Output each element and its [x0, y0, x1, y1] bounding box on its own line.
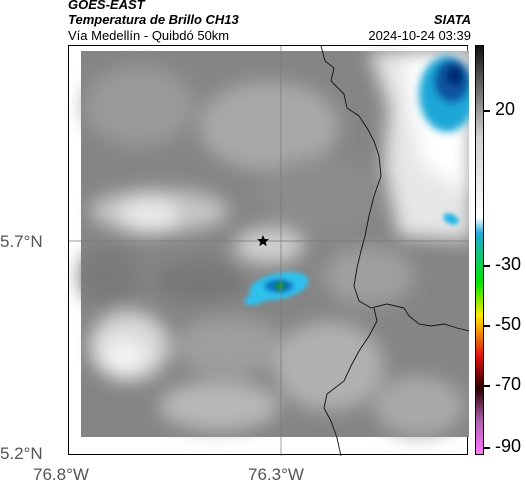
colorbar-label: -50 — [495, 314, 522, 334]
x-tick-label: 76.3°W — [248, 465, 304, 484]
location-marker — [257, 235, 269, 247]
colorbar-label: -70 — [495, 374, 522, 394]
timestamp: 2024-10-24 03:39 — [368, 28, 471, 43]
colorbar-tick — [484, 385, 490, 387]
product-title: Temperatura de Brillo CH13 — [68, 12, 239, 27]
star-icon — [257, 235, 269, 247]
colorbar-tick — [484, 265, 490, 267]
colorbar-tick — [484, 325, 490, 327]
y-tick-label: 5.2°N — [0, 444, 43, 463]
satellite-map[interactable] — [68, 45, 469, 456]
colorbar-label: 20 — [495, 99, 516, 119]
colorbar-label: -90 — [495, 436, 522, 456]
satellite-title: GOES-EAST — [68, 0, 145, 12]
y-tick-label: 5.7°N — [0, 232, 43, 251]
map-canvas — [69, 46, 469, 456]
organization-label: SIATA — [433, 12, 471, 27]
colorbar-tick — [484, 447, 490, 449]
x-tick-label: 76.8°W — [33, 465, 89, 484]
colorbar-tick — [484, 110, 490, 112]
region-label: Vía Medellín - Quibdó 50km — [68, 28, 230, 43]
colorbar-label: -30 — [495, 254, 522, 274]
colorbar — [475, 45, 484, 455]
